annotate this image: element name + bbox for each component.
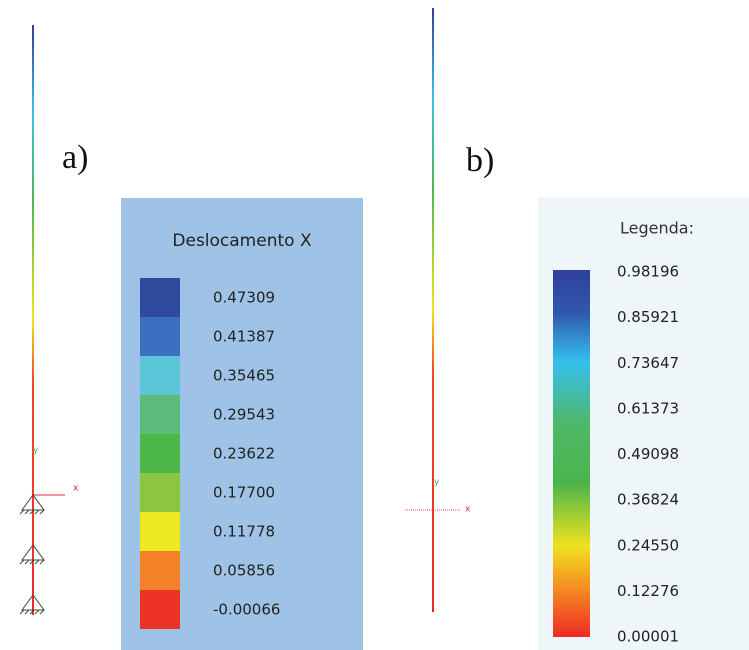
- panel-b: x y b) Legenda: 0.98196 0.85921 0.73647 0.6…: [405, 8, 749, 650]
- legend-title: Legenda:: [620, 219, 694, 238]
- legend-value: -0.00066: [213, 601, 280, 619]
- legend-items: 0.47309 0.41387 0.35465 0.29543 0.23622 0.177…: [140, 278, 280, 629]
- legend-swatch: [140, 473, 180, 512]
- legend-value: 0.41387: [213, 328, 275, 346]
- panel-a: x y a) Deslocamento X 0.47309 0.41387 0.35…: [19, 25, 363, 650]
- legend-value: 0.35465: [213, 367, 275, 385]
- legend-value: 0.05856: [213, 562, 275, 580]
- legend-value: 0.49098: [617, 445, 679, 463]
- legend-value: 0.61373: [617, 399, 679, 417]
- axis-x-label: x: [73, 484, 79, 494]
- legend-value: 0.23622: [213, 445, 275, 463]
- legend-value: 0.85921: [617, 308, 679, 326]
- legend-value: 0.73647: [617, 354, 679, 372]
- supports: [19, 494, 45, 615]
- legend-value: 0.98196: [617, 263, 679, 281]
- axis-x-label: x: [465, 505, 471, 515]
- legend-swatch: [140, 317, 180, 356]
- legend-value: 0.17700: [213, 484, 275, 502]
- legend-title: Deslocamento X: [172, 231, 312, 251]
- legend-items: 0.98196 0.85921 0.73647 0.61373 0.49098 0.368…: [617, 263, 679, 646]
- color-scale: [553, 270, 590, 637]
- panel-label: a): [62, 139, 88, 176]
- axis-y-label: y: [434, 478, 440, 488]
- legend-swatch: [140, 551, 180, 590]
- legend-value: 0.29543: [213, 406, 275, 424]
- legend-swatch: [140, 278, 180, 317]
- legend-swatch: [140, 512, 180, 551]
- beam: [432, 8, 434, 612]
- panel-label: b): [466, 142, 494, 179]
- legend-swatch: [140, 434, 180, 473]
- legend-value: 0.11778: [213, 523, 275, 541]
- legend-swatch: [140, 590, 180, 629]
- legend-value: 0.00001: [617, 628, 679, 646]
- legend-swatch: [140, 395, 180, 434]
- legend-value: 0.24550: [617, 536, 679, 554]
- axis-y-label: y: [33, 446, 39, 456]
- legend-value: 0.36824: [617, 491, 679, 509]
- beam: [32, 25, 34, 615]
- legend-value: 0.47309: [213, 289, 275, 307]
- legend-swatch: [140, 356, 180, 395]
- legend-value: 0.12276: [617, 582, 679, 600]
